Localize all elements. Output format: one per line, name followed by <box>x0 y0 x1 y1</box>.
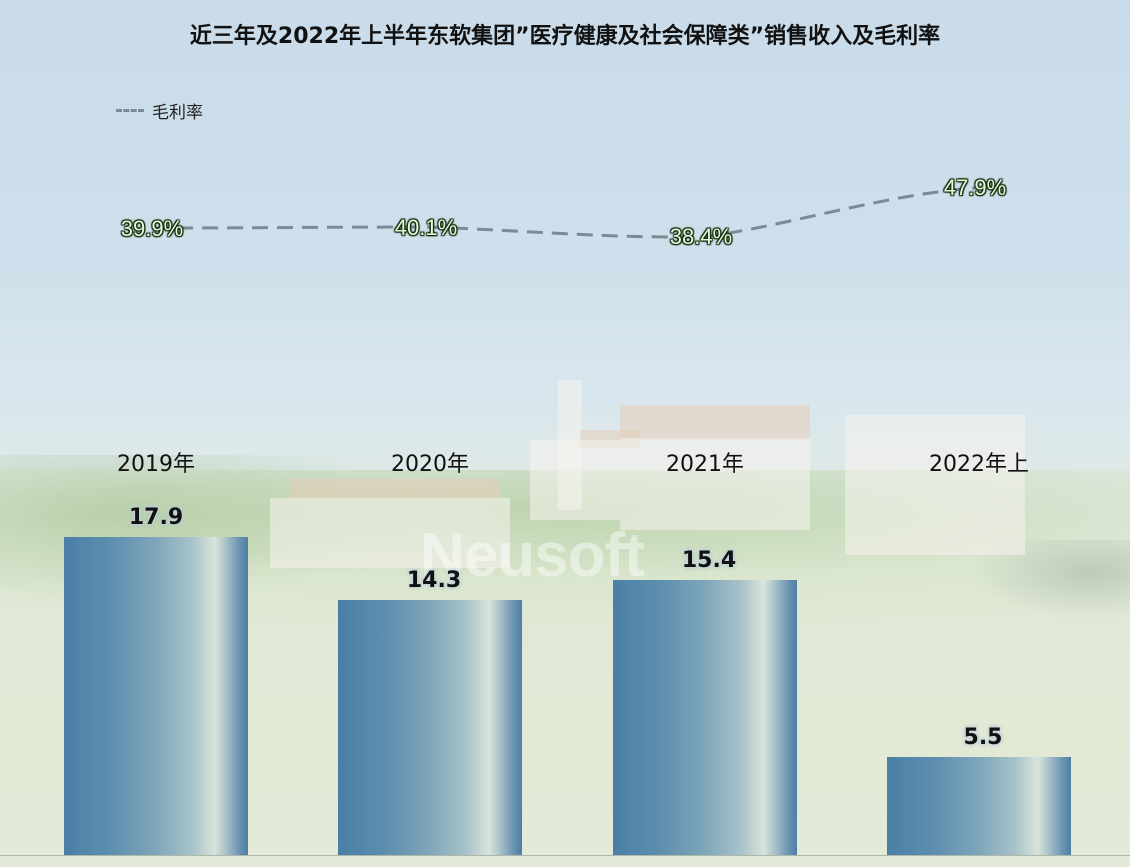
revenue-label-2019: 17.9 <box>128 505 184 530</box>
category-label-2021: 2021年 <box>666 452 744 477</box>
x-axis-baseline <box>0 855 1130 856</box>
margin-label-2019: 39.9% <box>120 216 184 241</box>
chart-title: 近三年及2022年上半年东软集团”医疗健康及社会保障类”销售收入及毛利率 <box>189 24 941 49</box>
margin-label-2022h1: 47.9% <box>943 175 1007 200</box>
margin-line <box>151 186 976 239</box>
legend: 毛利率 <box>116 98 203 123</box>
legend-label-margin: 毛利率 <box>152 103 203 123</box>
revenue-label-2020: 14.3 <box>406 568 462 593</box>
margin-label-2021: 38.4% <box>669 224 733 249</box>
revenue-bar-2022h1 <box>887 757 1071 855</box>
category-label-2020: 2020年 <box>391 452 469 477</box>
category-label-2019: 2019年 <box>117 452 195 477</box>
margin-label-2020: 40.1% <box>394 215 458 240</box>
revenue-bar-2021 <box>613 580 797 855</box>
revenue-bar-2020 <box>338 600 522 855</box>
revenue-bar-2019 <box>64 537 248 855</box>
revenue-label-2021: 15.4 <box>681 548 737 573</box>
revenue-label-2022h1: 5.5 <box>963 725 1003 750</box>
dashed-line-legend-icon <box>116 109 144 112</box>
category-label-2022h1: 2022年上 <box>929 452 1029 477</box>
